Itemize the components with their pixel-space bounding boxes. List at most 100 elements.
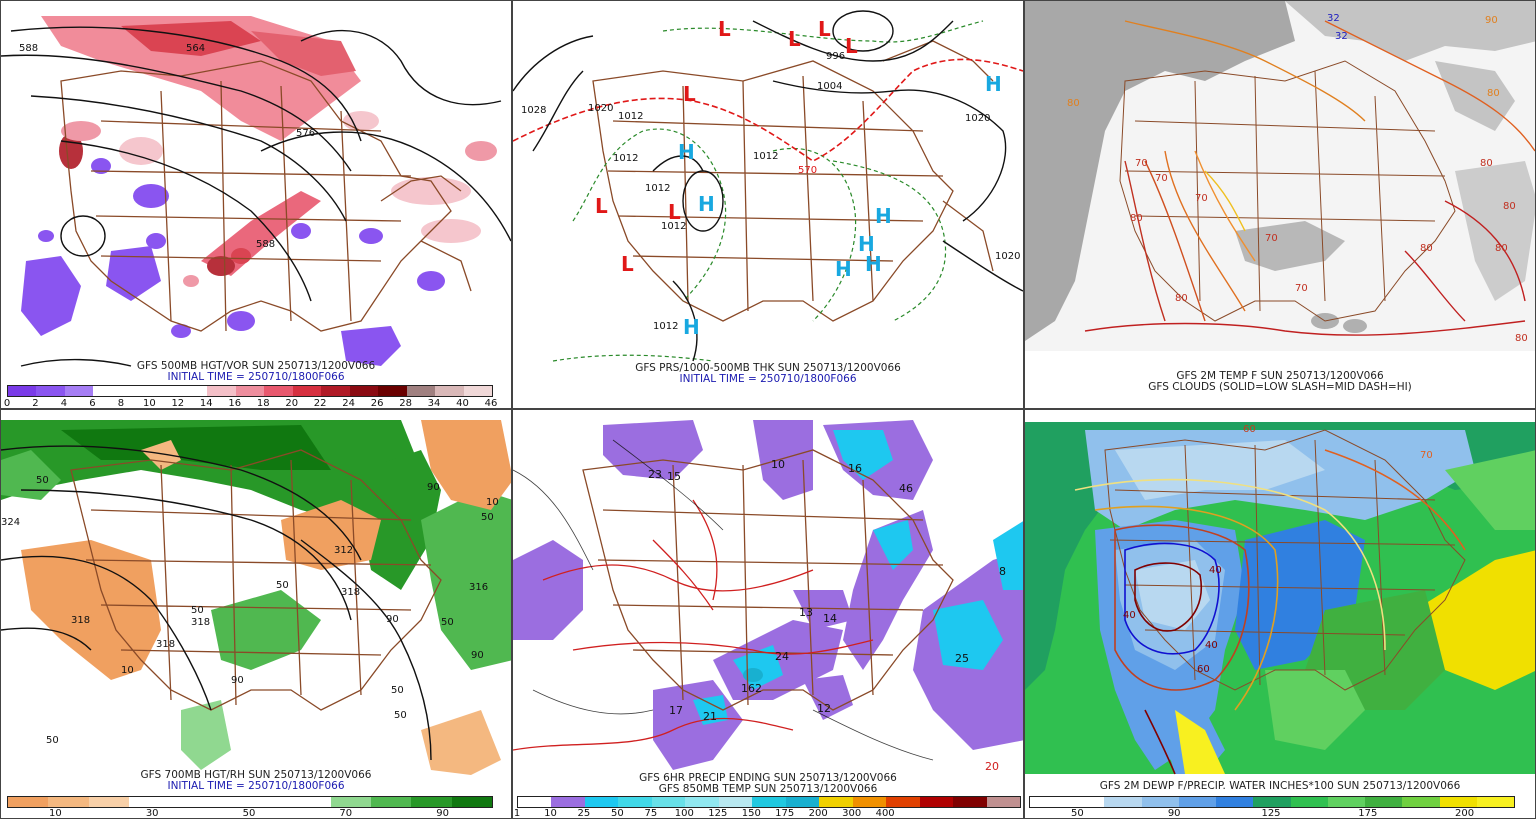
initial-time: INITIAL TIME = 250710/1800F066: [167, 371, 345, 383]
precip-maxima-label: 23: [648, 468, 662, 481]
contour-label: 1012: [613, 153, 638, 164]
contour-label: 1012: [753, 151, 778, 162]
high-pressure-marker: H: [683, 315, 700, 339]
panel-700mb-hgt-rh: 50 324 318 318 318 50 50 90 90 10 50 318…: [0, 409, 512, 819]
contour-label: 40: [1123, 610, 1136, 621]
colorbar-tick-label: 46: [484, 398, 498, 409]
contour-label: 50: [394, 710, 407, 721]
panel-title: GFS 700MB HGT/RH SUN 250713/1200V066: [140, 769, 372, 781]
colorbar-tick-label: 10: [49, 808, 62, 819]
colorbar-swatch: [121, 386, 151, 396]
precip-maxima-label: 8: [999, 565, 1006, 578]
colorbar-swatch: [1439, 797, 1477, 807]
contour-label: 570: [798, 165, 817, 176]
colorbar-tick-label: 125: [1261, 808, 1281, 819]
contour-label: 70: [1295, 283, 1308, 294]
contour-label: 1020: [995, 251, 1020, 262]
colorbar-tick-label: 10: [544, 808, 557, 819]
colorbar-tick-label: 8: [117, 398, 125, 409]
contour-label: 80: [1175, 293, 1188, 304]
colorbar-tick-label: 6: [89, 398, 96, 409]
colorbar-tick-label: 2: [32, 398, 39, 409]
precip-maxima-label: 15: [667, 470, 681, 483]
contour-label: 90: [231, 675, 244, 686]
colorbar-tick-label: 50: [611, 808, 624, 819]
colorbar-tick-label: 20: [285, 398, 299, 409]
panel-500mb-hgt-vor: 588 564 576 588 GFS 500MB HGT/VOR SUN 25…: [0, 0, 512, 409]
precip-maxima-label: 25: [955, 652, 969, 665]
colorbar-swatch: [209, 797, 250, 807]
contour-label: 564: [186, 43, 205, 54]
contour-label: 40: [1209, 565, 1222, 576]
low-pressure-marker: L: [595, 194, 608, 218]
low-pressure-marker: L: [621, 252, 634, 276]
precip-maxima-label: 12: [817, 702, 831, 715]
colorbar-tick-label: 125: [708, 808, 728, 819]
initial-time: INITIAL TIME = 250710/1800F066: [167, 780, 345, 792]
panel-2m-dewpoint-pwat: 40 40 40 60 70 60 GFS 2M DEWP F/PRECIP. …: [1024, 409, 1536, 819]
colorbar-swatch: [919, 797, 954, 807]
contour-label: 312: [334, 545, 353, 556]
colorbar-swatch: [551, 797, 585, 807]
contour-label: 588: [19, 43, 38, 54]
contour-label: 80: [1480, 158, 1493, 169]
contour-label: 1012: [618, 111, 643, 122]
colorbar-swatch: [48, 797, 89, 807]
colorbar-swatch: [178, 386, 208, 396]
contour-label: 80: [1515, 333, 1528, 344]
contour-label: 80: [1067, 98, 1080, 109]
contour-label: 50: [481, 512, 494, 523]
precip-maxima-label: 17: [669, 704, 683, 717]
contour-label: 1012: [661, 221, 686, 232]
colorbar-tick-label: 100: [674, 808, 694, 819]
contour-label: 588: [256, 239, 275, 250]
colorbar-tick-label: 12: [171, 398, 185, 409]
colorbar-tick-label: 75: [644, 808, 658, 819]
contour-label: 50: [46, 735, 59, 746]
contour-label: 80: [1130, 213, 1143, 224]
contour-label: 1020: [588, 103, 613, 114]
colorbar-swatch: [370, 797, 412, 807]
colorbar-tick-label: 200: [1455, 808, 1475, 819]
high-pressure-marker: H: [678, 140, 695, 164]
contour-label: 80: [1503, 201, 1516, 212]
contour-label: 70: [1135, 158, 1148, 169]
contour-label: 80: [1420, 243, 1433, 254]
map-dewpoint-precipitable-water: 40 40 40 60 70 60: [1025, 422, 1535, 775]
contour-label: 50: [391, 685, 404, 696]
contour-label: 1020: [965, 113, 990, 124]
contour-label: 90: [386, 614, 399, 625]
colorbar-swatch: [1178, 797, 1217, 807]
colorbar-swatch: [235, 386, 265, 396]
colorbar-swatch: [64, 386, 94, 396]
colorbar-swatch: [986, 797, 1021, 807]
contour-label: 324: [1, 517, 20, 528]
colorbar-swatch: [584, 797, 619, 807]
high-pressure-marker: H: [698, 192, 715, 216]
colorbar-swatch: [651, 797, 686, 807]
contour-label: 50: [36, 475, 49, 486]
contour-label: 70: [1265, 233, 1278, 244]
colorbar-swatch: [264, 386, 293, 396]
colorbar-swatch: [1476, 797, 1515, 807]
contour-label: 50: [276, 580, 289, 591]
colorbar-swatch: [411, 797, 452, 807]
contour-label: 80: [1487, 88, 1500, 99]
colorbar-tick-label: 40: [456, 398, 469, 409]
precip-maxima-label: 24: [775, 650, 789, 663]
colorbar-swatch: [321, 386, 350, 396]
colorbar-swatch: [618, 797, 652, 807]
contour-label: 80: [1495, 243, 1508, 254]
contour-label: 1004: [817, 81, 842, 92]
colorbar-swatch: [886, 797, 920, 807]
colorbar-swatch: [685, 797, 719, 807]
precip-maxima-label: 46: [899, 482, 913, 495]
colorbar-tick-label: 28: [399, 398, 412, 409]
contour-label: 316: [469, 582, 488, 593]
colorbar-swatch: [852, 797, 887, 807]
high-pressure-marker: H: [875, 204, 892, 228]
contour-label: 10: [121, 665, 134, 676]
colorbar-swatch: [1104, 797, 1142, 807]
colorbar-swatch: [463, 386, 492, 396]
colorbar-swatch: [718, 797, 753, 807]
